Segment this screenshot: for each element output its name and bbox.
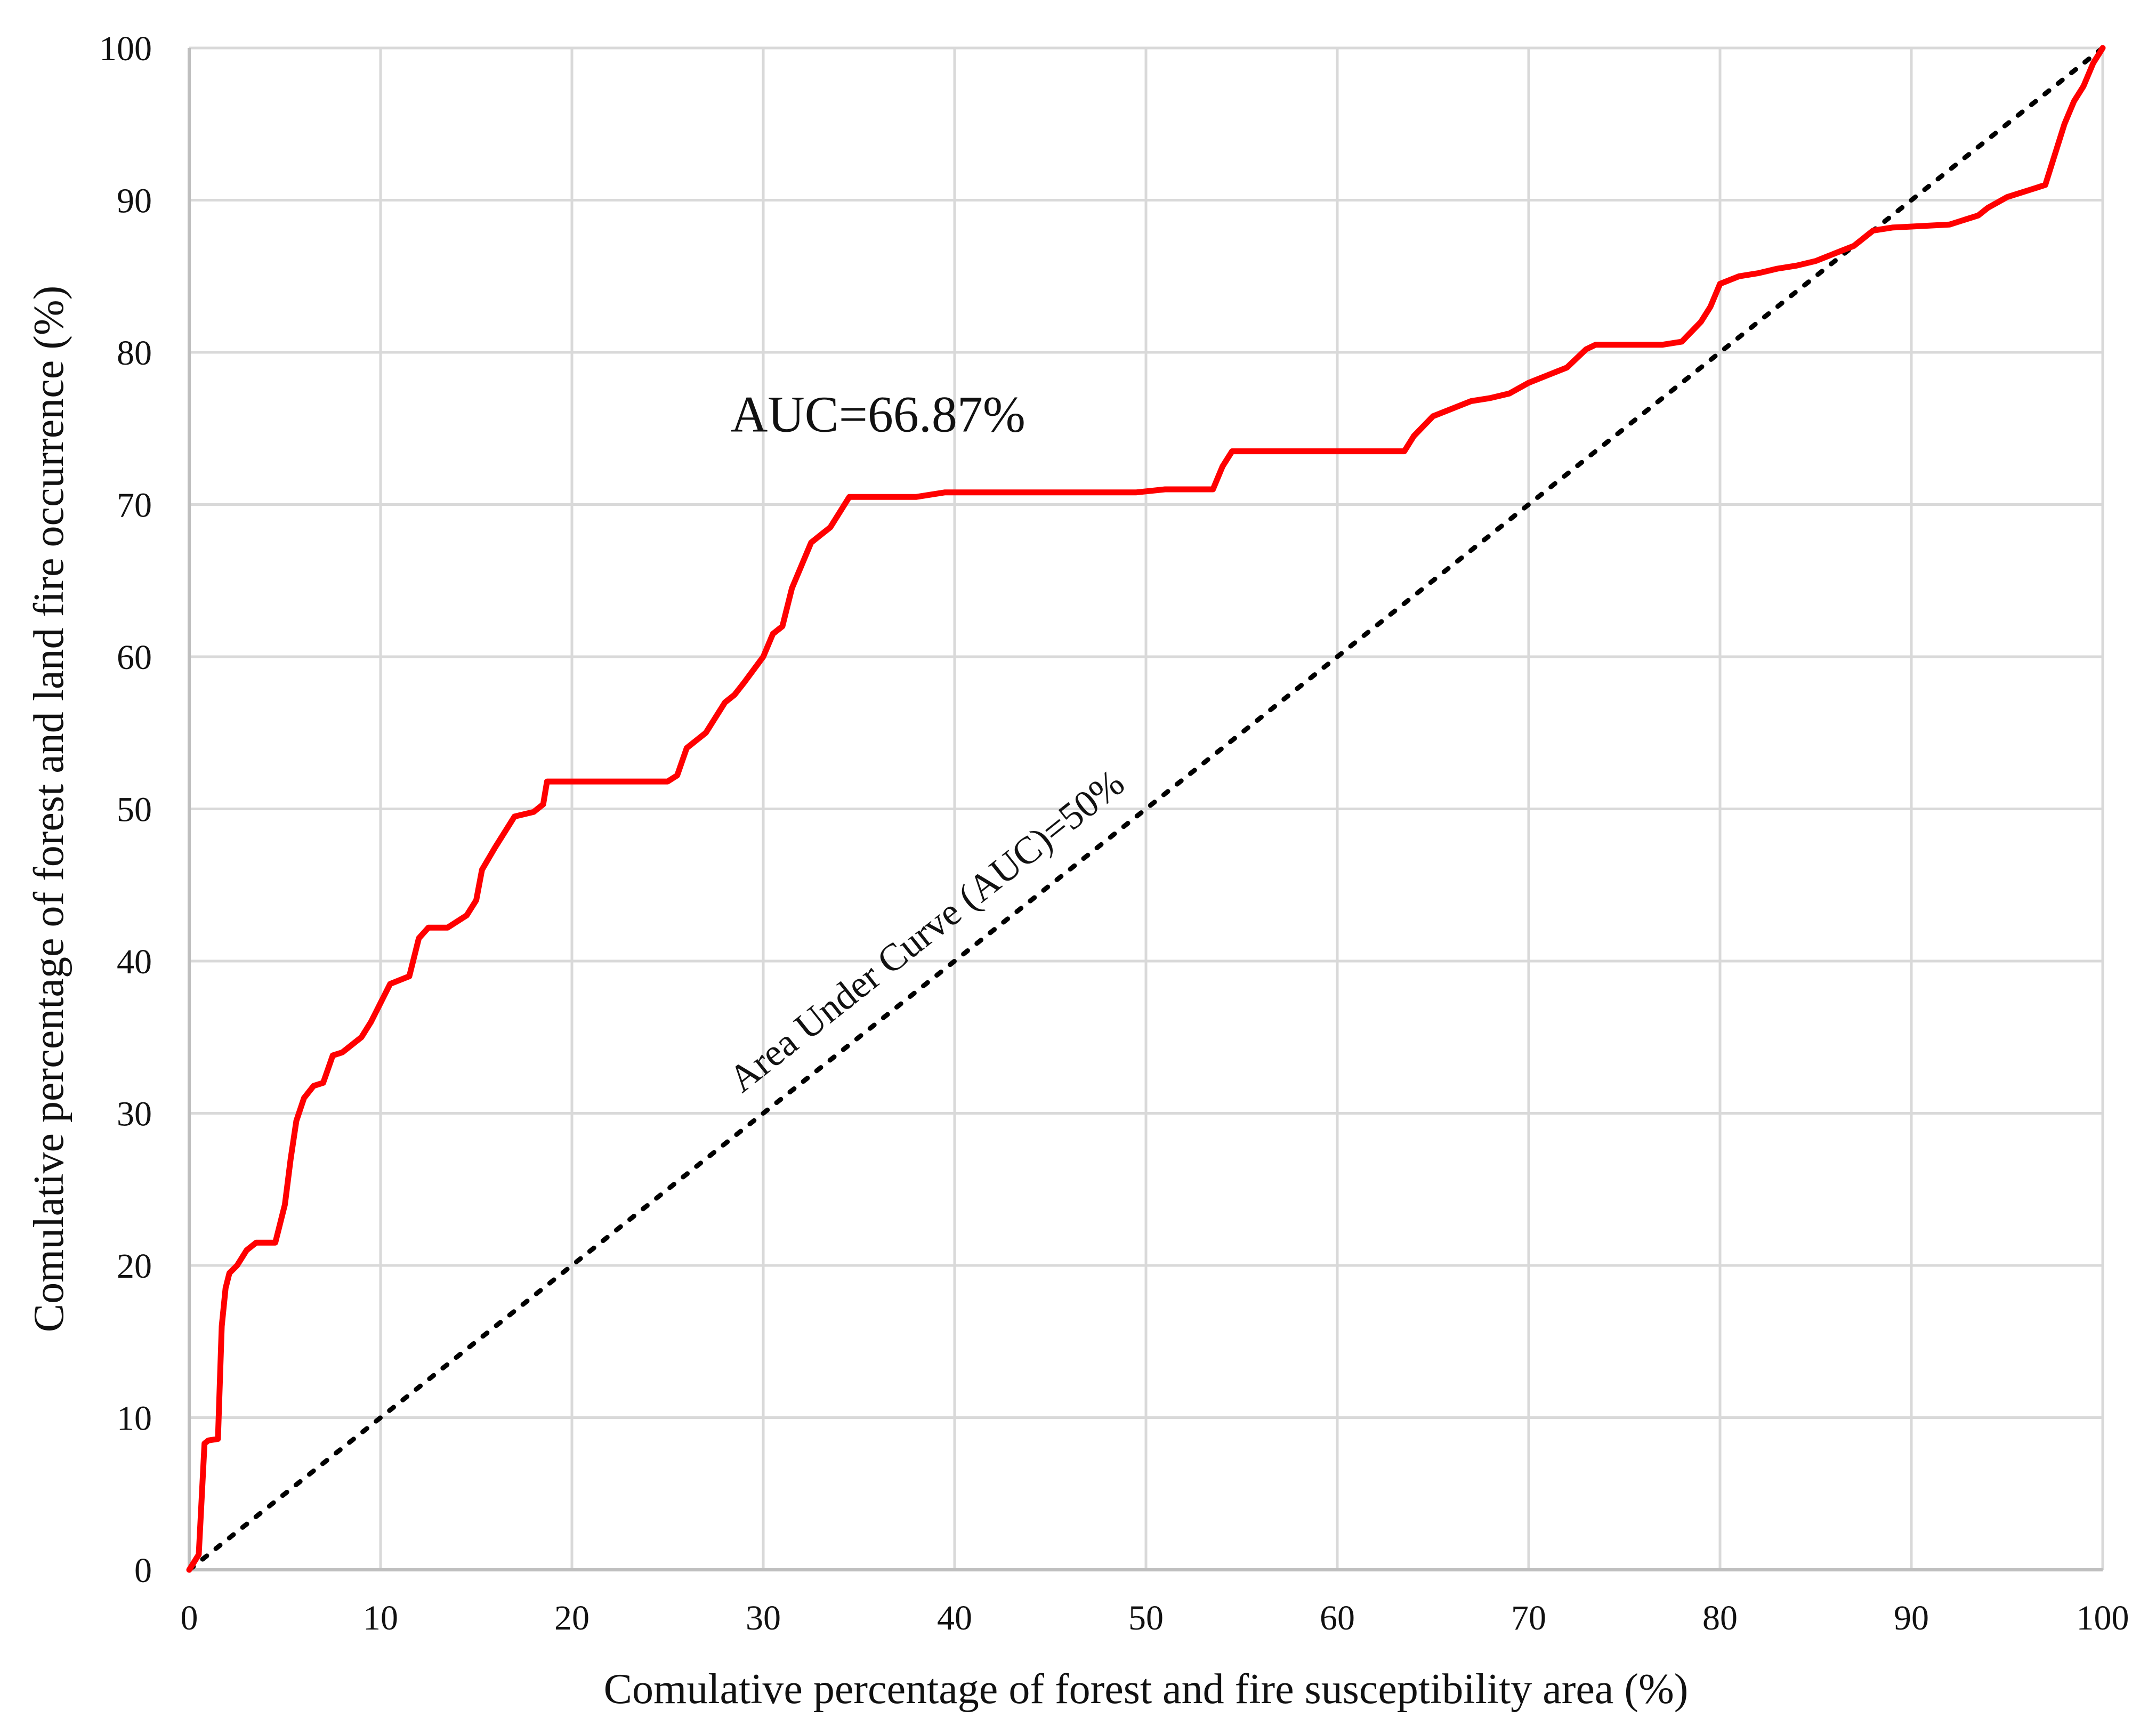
x-axis-ticks: 0 10 20 30 40 50 60 70 80 90 100 (181, 1599, 2129, 1638)
x-tick-label: 80 (1702, 1599, 1738, 1638)
y-tick-label: 70 (117, 486, 152, 525)
x-tick-label: 30 (746, 1599, 781, 1638)
y-tick-label: 30 (117, 1095, 152, 1134)
axes (188, 48, 2103, 1571)
y-tick-label: 20 (117, 1247, 152, 1286)
x-tick-label: 100 (2077, 1599, 2129, 1638)
x-tick-label: 20 (554, 1599, 590, 1638)
y-tick-label: 90 (117, 182, 152, 221)
y-tick-label: 50 (117, 791, 152, 829)
x-tick-label: 70 (1511, 1599, 1546, 1638)
x-tick-label: 0 (181, 1599, 198, 1638)
gridlines (189, 46, 2104, 1570)
x-axis-title: Comulative percentage of forest and fire… (604, 1666, 1689, 1713)
x-tick-label: 50 (1128, 1599, 1164, 1638)
y-axis-title: Comulative percentage of forest and land… (26, 286, 72, 1332)
y-tick-label: 40 (117, 942, 152, 981)
x-tick-label: 10 (363, 1599, 398, 1638)
y-tick-label: 0 (134, 1551, 152, 1590)
y-tick-label: 100 (99, 29, 152, 68)
x-tick-label: 90 (1894, 1599, 1929, 1638)
diagonal-reference-line (187, 45, 2105, 1572)
y-axis-ticks: 0 10 20 30 40 50 60 70 80 90 100 (99, 29, 152, 1590)
roc-curve-line (186, 45, 2106, 1573)
x-tick-label: 60 (1320, 1599, 1355, 1638)
x-tick-label: 40 (937, 1599, 972, 1638)
auc-annotation: AUC=66.87% (731, 385, 1025, 442)
y-tick-label: 60 (117, 638, 152, 677)
y-tick-label: 10 (117, 1399, 152, 1438)
y-tick-label: 80 (117, 334, 152, 373)
